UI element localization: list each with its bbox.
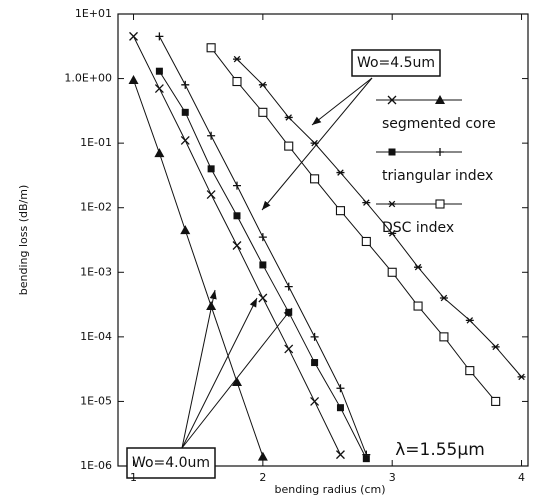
marker	[207, 131, 216, 140]
legend-label: DSC index	[382, 220, 454, 236]
series	[128, 31, 345, 461]
marker	[362, 455, 370, 463]
marker	[206, 301, 217, 311]
marker	[336, 450, 345, 460]
legend-label: triangular index	[382, 168, 493, 184]
x-tick-label: 2	[259, 471, 266, 484]
marker	[336, 404, 344, 412]
marker	[491, 343, 500, 351]
y-tick-label: 1E-04	[80, 330, 112, 343]
marker	[258, 293, 268, 303]
line	[210, 47, 497, 402]
marker	[181, 108, 189, 116]
marker	[206, 43, 216, 53]
marker	[232, 55, 241, 63]
annotation: Wo=4.0um	[132, 455, 210, 471]
marker	[284, 344, 294, 354]
marker	[336, 169, 345, 176]
marker	[232, 241, 242, 250]
marker	[258, 233, 267, 242]
marker	[310, 396, 320, 406]
marker	[258, 81, 267, 89]
marker	[413, 301, 423, 311]
legend-item: segmented core	[376, 95, 496, 132]
marker	[439, 294, 448, 302]
legend-label: segmented core	[382, 116, 496, 132]
marker	[128, 75, 139, 85]
y-tick-label: 1.0E+00	[64, 72, 112, 85]
marker	[361, 236, 371, 247]
marker	[207, 165, 215, 173]
legend-marker	[435, 95, 445, 104]
annotation-box	[351, 49, 441, 77]
marker	[258, 107, 268, 117]
y-tick-label: 1E-06	[80, 459, 112, 472]
legend-marker	[435, 199, 445, 209]
marker	[439, 332, 449, 342]
marker	[155, 32, 164, 41]
line	[133, 79, 264, 457]
marker	[491, 396, 501, 406]
legend-marker	[387, 95, 397, 105]
marker	[388, 230, 397, 237]
annotation-box	[126, 447, 216, 479]
marker	[259, 261, 267, 269]
marker	[284, 141, 294, 151]
legend-item: DSC index	[376, 199, 462, 236]
marker	[414, 263, 423, 271]
y-tick-label: 1E-02	[80, 201, 112, 214]
marker	[233, 212, 241, 220]
x-tick-label: 4	[518, 471, 525, 484]
marker	[129, 31, 138, 41]
marker	[180, 136, 190, 145]
marker	[154, 84, 164, 94]
legend-item: triangular index	[376, 148, 493, 184]
legend-marker	[436, 148, 444, 156]
marker	[180, 225, 191, 235]
legend-marker	[388, 148, 396, 156]
plot-frame	[117, 13, 529, 467]
marker	[387, 267, 397, 277]
marker	[232, 76, 242, 87]
marker	[362, 199, 371, 206]
marker	[310, 139, 319, 147]
marker	[311, 359, 319, 367]
marker	[465, 366, 475, 376]
marker	[362, 450, 371, 459]
series	[155, 32, 371, 463]
x-tick-label: 3	[389, 471, 396, 484]
annotation: Wo=4.5um	[357, 55, 435, 71]
marker	[231, 376, 242, 386]
marker	[284, 282, 293, 291]
marker	[257, 451, 268, 461]
marker	[155, 67, 163, 75]
marker	[336, 384, 345, 393]
marker	[285, 308, 293, 316]
marker	[335, 206, 346, 216]
legend-marker	[388, 200, 396, 208]
marker	[310, 332, 319, 341]
marker	[206, 190, 216, 199]
y-axis-label: bending loss (dB/m)	[17, 185, 30, 296]
x-tick-label: 1	[130, 471, 137, 484]
x-axis-label: bending radius (cm)	[274, 483, 385, 496]
marker	[181, 80, 190, 89]
marker	[284, 114, 293, 121]
y-tick-label: 1E+01	[75, 7, 112, 20]
annotation: λ=1.55μm	[395, 440, 485, 460]
marker	[465, 317, 474, 324]
marker	[310, 174, 320, 184]
marker	[232, 181, 241, 190]
marker	[517, 373, 526, 381]
line	[236, 58, 522, 378]
y-tick-label: 1E-03	[80, 265, 112, 278]
y-tick-label: 1E-05	[80, 394, 112, 407]
series	[206, 43, 526, 406]
y-tick-label: 1E-01	[80, 136, 112, 149]
marker	[154, 148, 165, 158]
